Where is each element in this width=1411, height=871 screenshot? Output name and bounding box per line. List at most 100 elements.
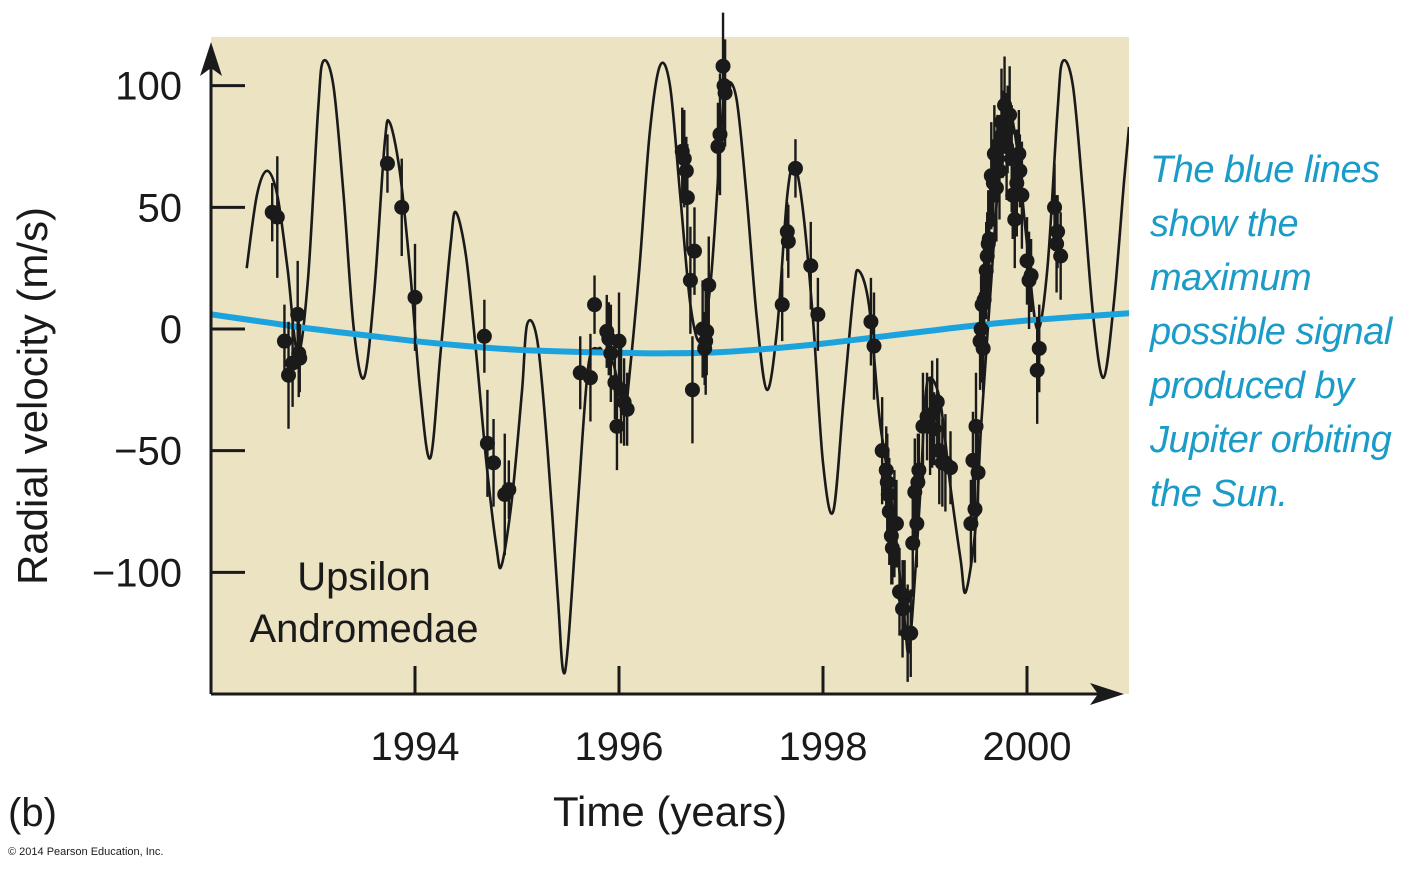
data-point-marker <box>679 190 695 206</box>
data-point-marker <box>1029 362 1045 378</box>
data-point <box>684 336 700 444</box>
data-point <box>774 268 790 342</box>
data-point-marker <box>968 418 984 434</box>
data-point <box>679 144 695 252</box>
x-tick-label: 2000 <box>983 725 1072 769</box>
tick-marks <box>211 84 1029 694</box>
data-point-marker <box>619 401 635 417</box>
data-point-marker <box>1007 212 1023 227</box>
data-point-marker <box>863 314 879 330</box>
data-point <box>701 236 717 334</box>
data-point-marker <box>895 601 911 617</box>
y-tick-label: 0 <box>160 308 182 352</box>
data-point <box>1029 316 1045 424</box>
data-point <box>888 479 904 568</box>
data-point <box>981 190 997 288</box>
data-point <box>1014 141 1030 249</box>
data-point-marker <box>981 231 997 247</box>
data-point <box>970 428 986 517</box>
data-point-marker <box>810 306 826 322</box>
data-point <box>787 139 803 198</box>
data-point <box>379 134 395 193</box>
data-point <box>895 560 911 658</box>
tick-labels: 100 50 0 −50 −100 1994 1996 1998 2000 <box>92 65 1072 769</box>
data-point <box>587 275 603 334</box>
data-point-marker <box>903 625 919 641</box>
data-point-marker <box>1050 224 1066 240</box>
data-point-marker <box>379 156 395 172</box>
x-tick-label: 1998 <box>779 725 868 769</box>
data-point-marker <box>486 455 502 471</box>
data-point <box>619 372 635 446</box>
data-point <box>611 292 627 390</box>
data-point-marker <box>866 338 882 354</box>
data-point-marker <box>888 516 904 532</box>
data-point-marker <box>699 323 715 339</box>
data-point-marker <box>292 350 308 366</box>
data-point-marker <box>476 328 492 344</box>
copyright-text: © 2014 Pearson Education, Inc. <box>8 846 163 858</box>
data-point <box>803 221 819 310</box>
data-point <box>968 372 984 480</box>
star-label-line-1: Upsilon <box>297 555 430 599</box>
data-point <box>394 158 410 256</box>
y-tick-label: 100 <box>115 65 182 109</box>
data-point-marker <box>1023 267 1039 283</box>
data-point-marker <box>924 406 940 422</box>
y-axis-title: Radial velocity (m/s) <box>9 207 56 585</box>
annotation-text: The blue lines show the maximum possible… <box>1150 149 1392 515</box>
x-tick-label: 1994 <box>371 725 460 769</box>
plot-background <box>211 37 1129 694</box>
data-point-marker <box>991 163 1007 179</box>
data-point-marker <box>774 297 790 313</box>
data-point-marker <box>394 199 410 215</box>
data-points-layer <box>264 12 1069 682</box>
data-point <box>1002 66 1018 164</box>
data-point-marker <box>501 482 517 498</box>
data-point-marker <box>710 139 726 154</box>
y-axis-arrow-icon <box>200 42 222 76</box>
data-point <box>780 204 796 278</box>
data-point-marker <box>803 258 819 274</box>
data-point <box>929 358 945 446</box>
data-point <box>292 324 308 393</box>
y-tick-label: −50 <box>114 430 182 474</box>
data-point-marker <box>686 243 702 259</box>
data-point-marker <box>269 209 285 225</box>
data-point-marker <box>587 297 603 313</box>
data-point-marker <box>712 126 728 142</box>
axes <box>200 42 1124 705</box>
data-point <box>717 39 733 147</box>
data-point <box>903 589 919 677</box>
data-point <box>269 156 285 278</box>
data-point-marker <box>780 233 796 249</box>
data-point <box>486 419 502 507</box>
data-point-marker <box>582 370 598 386</box>
data-point <box>686 207 702 295</box>
data-point <box>479 389 495 497</box>
y-tick-label: 50 <box>138 186 183 230</box>
data-point-marker <box>1002 107 1018 123</box>
data-point-marker <box>1053 248 1069 264</box>
data-point <box>710 102 726 191</box>
data-point-marker <box>407 289 423 305</box>
data-point <box>407 243 423 351</box>
data-point <box>699 287 715 376</box>
data-point-marker <box>1014 187 1030 203</box>
panel-label: (b) <box>8 791 57 835</box>
data-point-marker <box>943 460 958 476</box>
y-tick-label: −100 <box>92 551 182 595</box>
data-point-marker <box>1012 163 1028 179</box>
data-point <box>1023 238 1039 312</box>
data-point-marker <box>684 382 700 398</box>
data-point <box>1031 304 1047 393</box>
data-point-marker <box>479 435 495 451</box>
data-point <box>1053 212 1069 300</box>
data-point <box>501 460 517 519</box>
x-tick-label: 1996 <box>575 725 664 769</box>
data-point <box>582 333 598 422</box>
data-point <box>866 292 882 400</box>
star-label-line-2: Andromedae <box>249 607 478 651</box>
data-point-marker <box>970 465 986 481</box>
